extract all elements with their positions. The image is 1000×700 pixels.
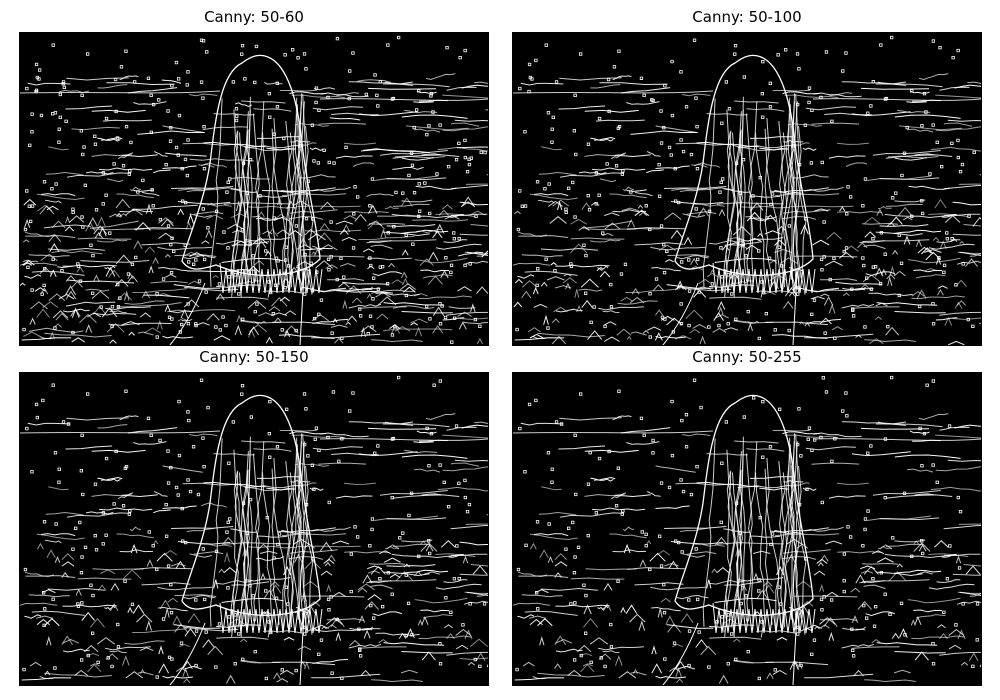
- panel-canny-50-150: Canny: 50-150: [19, 346, 489, 686]
- panel-canny-50-255: Canny: 50-255: [512, 346, 982, 686]
- edge-image: [19, 372, 489, 686]
- panel-canny-50-60: Canny: 50-60: [19, 6, 489, 346]
- panel-title: Canny: 50-255: [692, 348, 802, 366]
- edge-map: [513, 375, 981, 685]
- panel-title: Canny: 50-100: [692, 8, 802, 26]
- panel-canny-50-100: Canny: 50-100: [512, 6, 982, 346]
- edge-image: [512, 372, 982, 686]
- edge-map: [20, 375, 488, 685]
- edge-image: [19, 32, 489, 346]
- edge-map: [20, 35, 488, 345]
- edge-image: [512, 32, 982, 346]
- panel-title: Canny: 50-150: [199, 348, 309, 366]
- panel-title: Canny: 50-60: [204, 8, 304, 26]
- edge-map: [513, 35, 981, 345]
